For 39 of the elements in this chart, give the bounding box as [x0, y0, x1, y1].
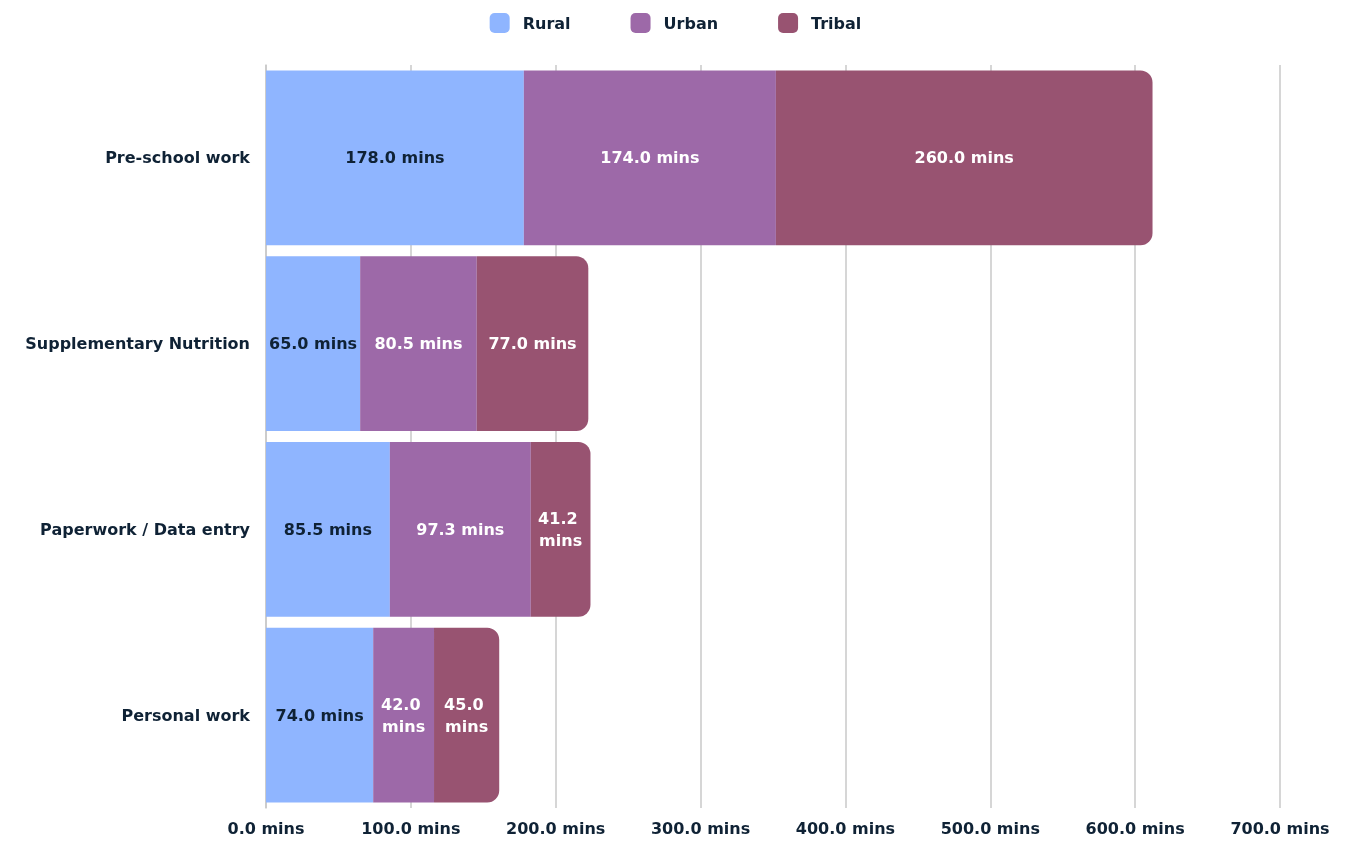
x-tick-label: 200.0 mins [506, 818, 606, 838]
data-label: 77.0 mins [488, 334, 577, 354]
bar [389, 442, 531, 617]
bar [266, 70, 524, 246]
bar [775, 70, 1153, 246]
bar [266, 442, 390, 617]
bar [373, 627, 435, 803]
x-tick-label: 100.0 mins [361, 818, 461, 838]
bar [360, 256, 477, 431]
x-tick-label: 600.0 mins [1085, 818, 1185, 838]
data-label: 41.2 mins [538, 508, 584, 550]
data-label: 174.0 mins [600, 148, 700, 168]
data-label: 65.0 mins [269, 334, 358, 354]
legend-label: Urban [663, 13, 719, 33]
data-label: 80.5 mins [374, 334, 463, 354]
bar [266, 256, 361, 431]
y-tick-label: Pre-school work [105, 148, 251, 168]
bar [523, 70, 776, 246]
x-tick-label: 500.0 mins [940, 818, 1040, 838]
legend-label: Rural [522, 13, 571, 33]
data-label: 45.0 mins [444, 694, 490, 736]
data-label: 178.0 mins [345, 148, 445, 168]
bar [266, 627, 374, 803]
y-tick-label: Supplementary Nutrition [25, 334, 250, 354]
x-tick-label: 300.0 mins [650, 818, 751, 838]
x-tick-label: 0.0 mins [227, 818, 305, 838]
bar [530, 442, 591, 617]
x-tick-label: 700.0 mins [1230, 818, 1330, 838]
data-label: 85.5 mins [283, 519, 372, 539]
legend-label: Tribal [811, 13, 862, 33]
data-label: 42.0 mins [381, 694, 427, 736]
data-label: 74.0 mins [275, 705, 364, 725]
bar [434, 627, 500, 803]
x-tick-label: 400.0 mins [795, 818, 896, 838]
data-label: 97.3 mins [416, 519, 505, 539]
data-label: 260.0 mins [914, 148, 1014, 168]
bar [476, 256, 589, 431]
y-tick-label: Personal work [121, 705, 251, 725]
y-tick-label: Paperwork / Data entry [40, 519, 251, 539]
